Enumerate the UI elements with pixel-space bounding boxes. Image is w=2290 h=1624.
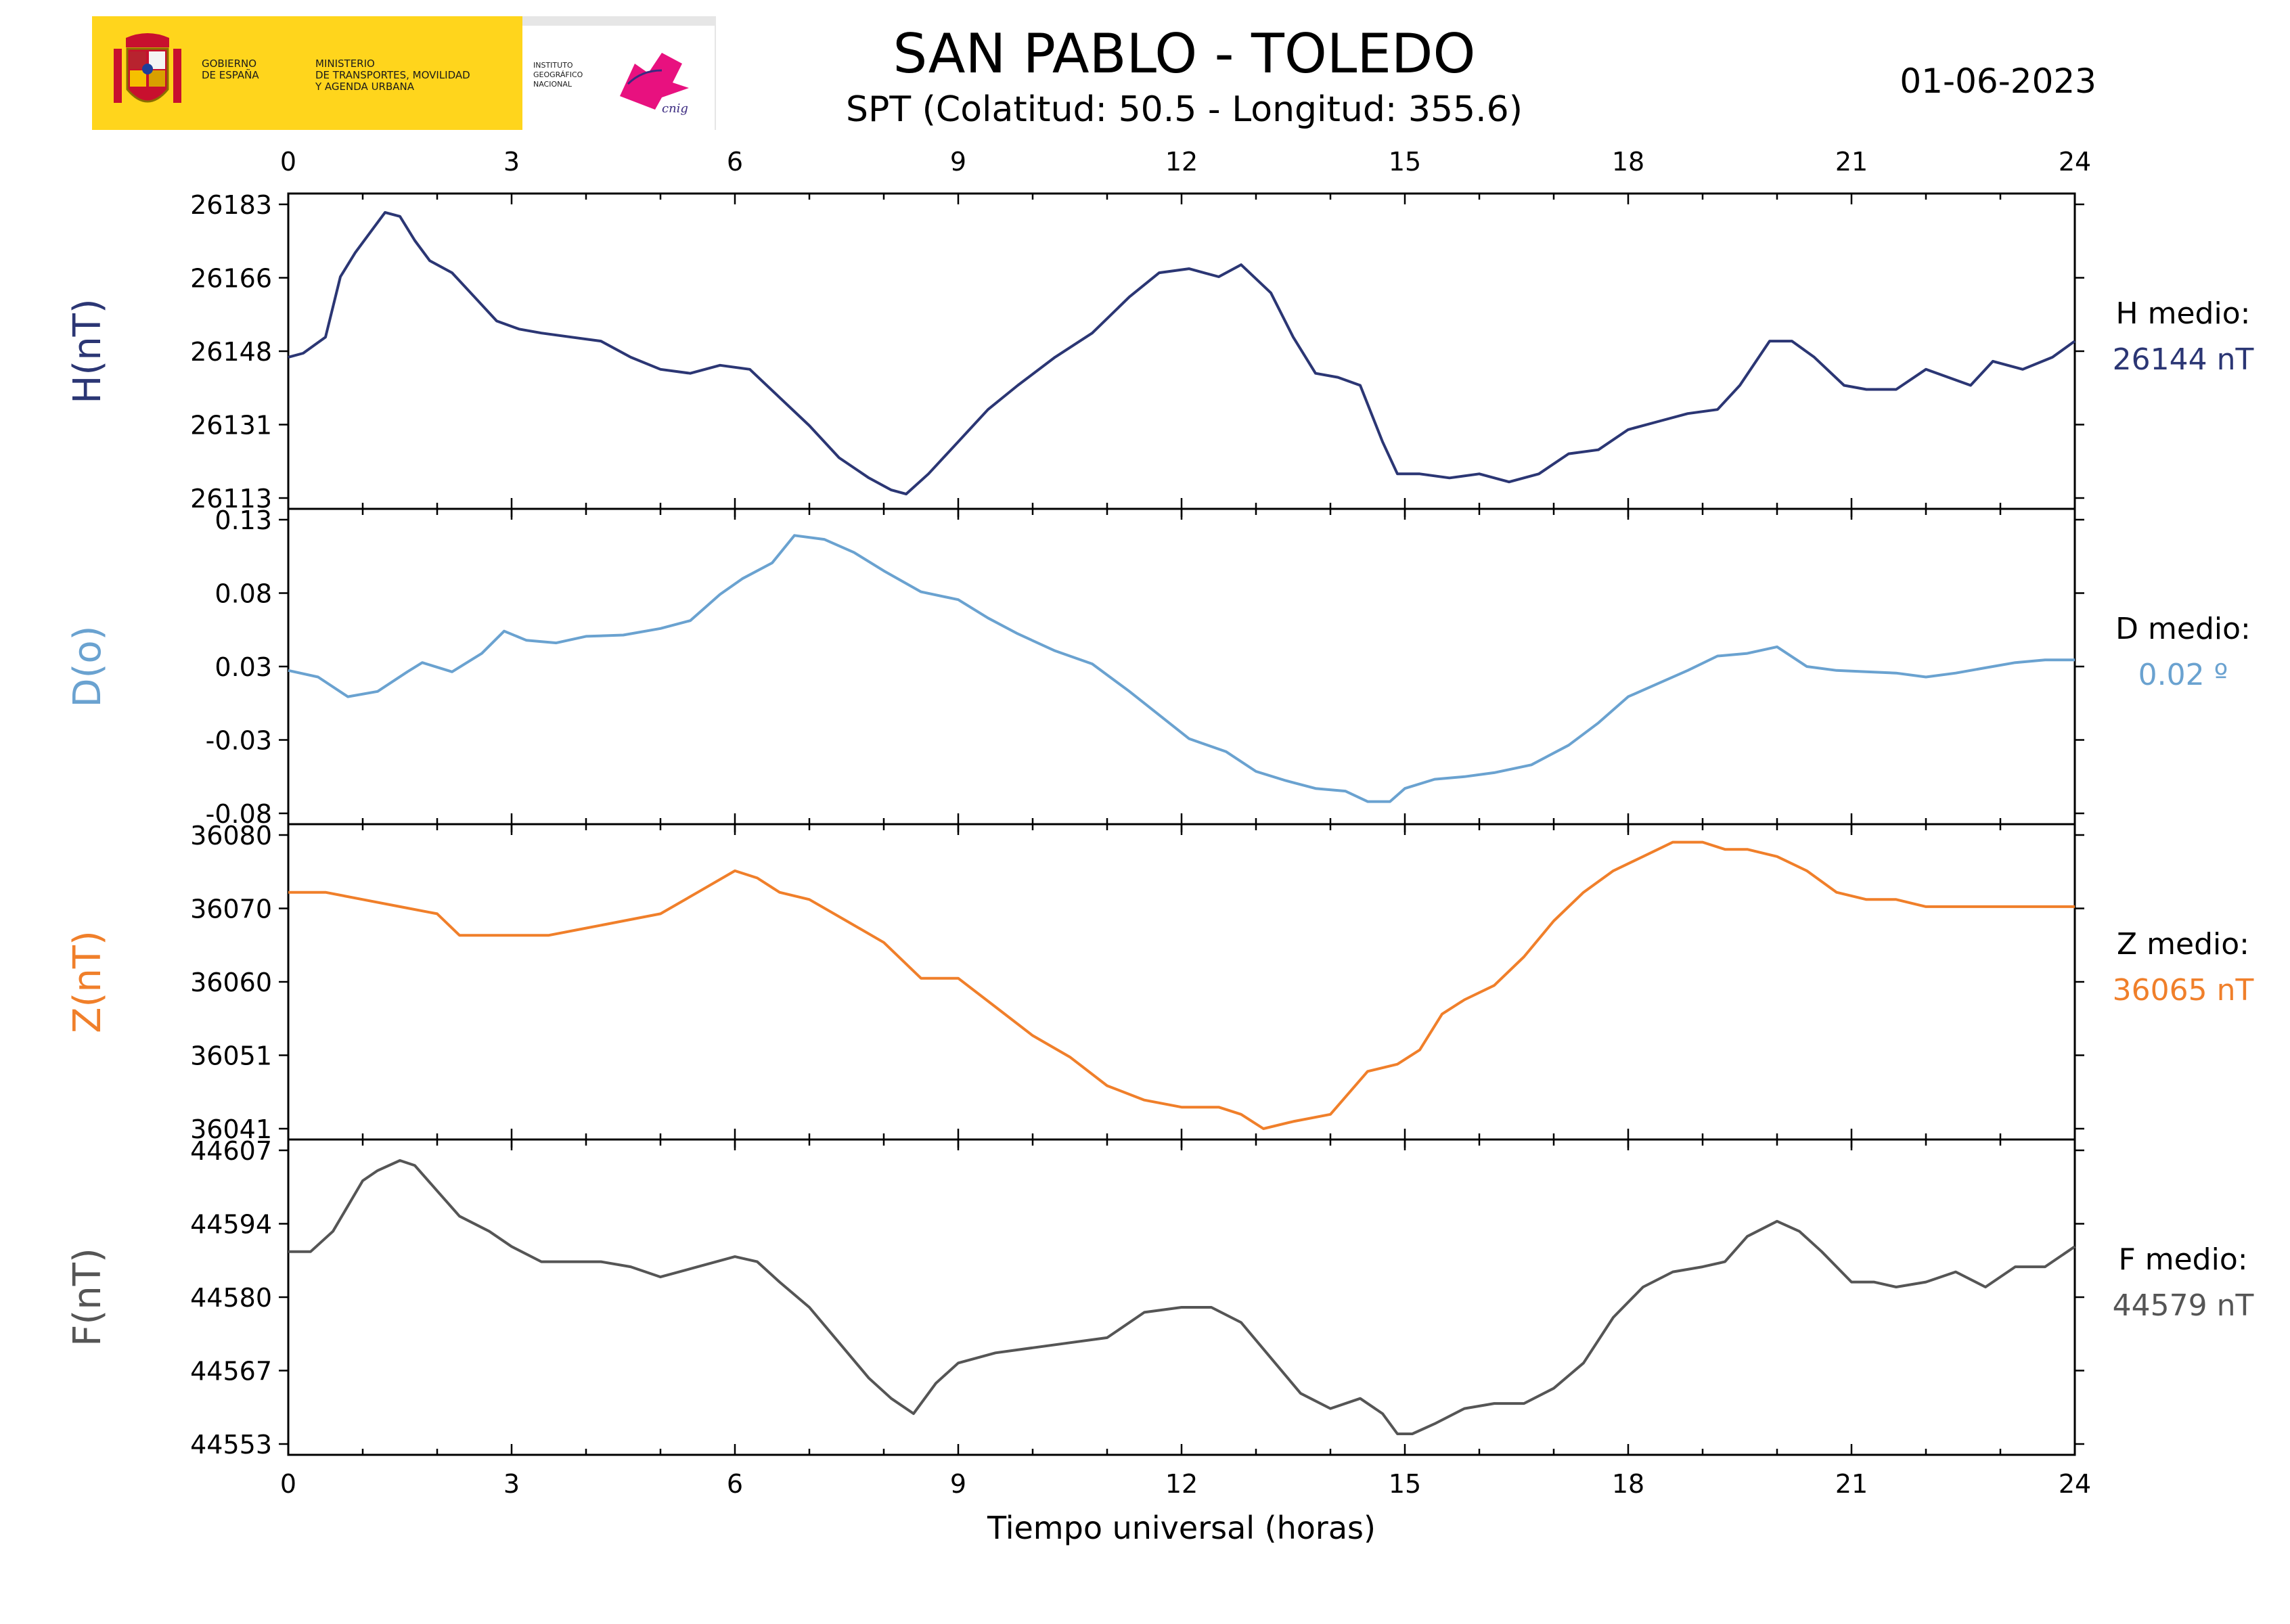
x-tick-label-bottom: 24 xyxy=(2059,1469,2091,1499)
x-tick-label-bottom: 9 xyxy=(950,1469,966,1499)
y-tick-label: 44580 xyxy=(190,1283,272,1313)
mean-label: Z medio: xyxy=(2117,927,2249,962)
x-tick-label-top: 21 xyxy=(1835,147,1868,177)
y-tick-label: 36060 xyxy=(190,968,272,997)
x-tick-label-bottom: 12 xyxy=(1165,1469,1198,1499)
y-tick-label: 0.08 xyxy=(215,579,272,609)
y-tick-label: 36041 xyxy=(190,1114,272,1144)
mean-value: 0.02 º xyxy=(2138,658,2228,692)
y-axis-label: Z(nT) xyxy=(66,930,110,1033)
mean-value: 36065 nT xyxy=(2113,973,2254,1008)
y-tick-label: 26148 xyxy=(190,337,272,367)
series-line-0 xyxy=(288,210,2076,496)
x-tick-label-top: 6 xyxy=(727,147,743,177)
x-tick-label-bottom: 0 xyxy=(280,1469,296,1499)
y-tick-label: 44567 xyxy=(190,1357,272,1386)
x-tick-label-top: 9 xyxy=(950,147,966,177)
series-line-1 xyxy=(288,534,2075,803)
y-tick-label: 26166 xyxy=(190,264,272,294)
mean-label: F medio: xyxy=(2118,1242,2247,1277)
x-tick-label-top: 15 xyxy=(1389,147,1421,177)
x-tick-label-top: 0 xyxy=(280,147,296,177)
x-tick-label-bottom: 3 xyxy=(503,1469,520,1499)
y-tick-label: 44553 xyxy=(190,1430,272,1460)
y-tick-label: 26183 xyxy=(190,190,272,220)
x-tick-label-top: 18 xyxy=(1612,147,1644,177)
chart-title: SAN PABLO - TOLEDO xyxy=(893,22,1476,85)
ministry-logo: GOBIERNO DE ESPAÑA MINISTERIO DE TRANSPO… xyxy=(92,16,716,130)
ign-cnig-mark-icon: cnig xyxy=(620,53,689,116)
x-tick-label-top: 3 xyxy=(503,147,520,177)
date-label: 01-06-2023 xyxy=(1900,62,2096,101)
y-tick-label: 36051 xyxy=(190,1041,272,1071)
x-axis-label: Tiempo universal (horas) xyxy=(987,1510,1376,1546)
series-line-2 xyxy=(288,840,2075,1130)
cnig-text: cnig xyxy=(662,102,688,116)
x-tick-label-top: 12 xyxy=(1165,147,1198,177)
spain-crest-icon xyxy=(114,33,181,103)
ministerio-label: MINISTERIO DE TRANSPORTES, MOVILIDAD Y A… xyxy=(315,58,470,93)
series-line-3 xyxy=(288,1159,2076,1435)
y-axis-label: F(nT) xyxy=(66,1248,110,1347)
mean-label: H medio: xyxy=(2116,296,2251,331)
y-tick-label: -0.03 xyxy=(206,726,272,756)
y-tick-label: 36080 xyxy=(190,821,272,851)
y-tick-label: 44607 xyxy=(190,1136,272,1166)
y-tick-label: 0.13 xyxy=(215,505,272,535)
mean-value: 44579 nT xyxy=(2113,1288,2254,1323)
chart-subtitle: SPT (Colatitud: 50.5 - Longitud: 355.6) xyxy=(845,89,1523,130)
ign-logo-band: INSTITUTO GEOGRÁFICO NACIONAL cnig xyxy=(522,16,716,130)
x-tick-label-bottom: 6 xyxy=(727,1469,743,1499)
mean-label: D medio: xyxy=(2115,612,2251,646)
instituto-label: INSTITUTO GEOGRÁFICO NACIONAL xyxy=(533,61,583,89)
y-tick-label: 0.03 xyxy=(215,652,272,682)
gobierno-logo-band: GOBIERNO DE ESPAÑA MINISTERIO DE TRANSPO… xyxy=(92,16,522,130)
y-tick-label: -0.08 xyxy=(206,799,272,829)
y-axis-label: H(nT) xyxy=(66,298,110,404)
y-tick-label: 26131 xyxy=(190,411,272,441)
x-tick-label-top: 24 xyxy=(2059,147,2091,177)
panel-frame-3 xyxy=(287,1138,2076,1456)
x-tick-label-bottom: 15 xyxy=(1389,1469,1421,1499)
x-tick-label-bottom: 21 xyxy=(1835,1469,1868,1499)
mean-value: 26144 nT xyxy=(2113,342,2254,377)
y-tick-label: 26113 xyxy=(190,484,272,514)
y-tick-label: 44594 xyxy=(190,1210,272,1240)
y-tick-label: 36070 xyxy=(190,895,272,924)
y-axis-label: D(o) xyxy=(66,625,110,707)
x-tick-label-bottom: 18 xyxy=(1612,1469,1644,1499)
gobierno-label: GOBIERNO DE ESPAÑA xyxy=(202,58,259,81)
